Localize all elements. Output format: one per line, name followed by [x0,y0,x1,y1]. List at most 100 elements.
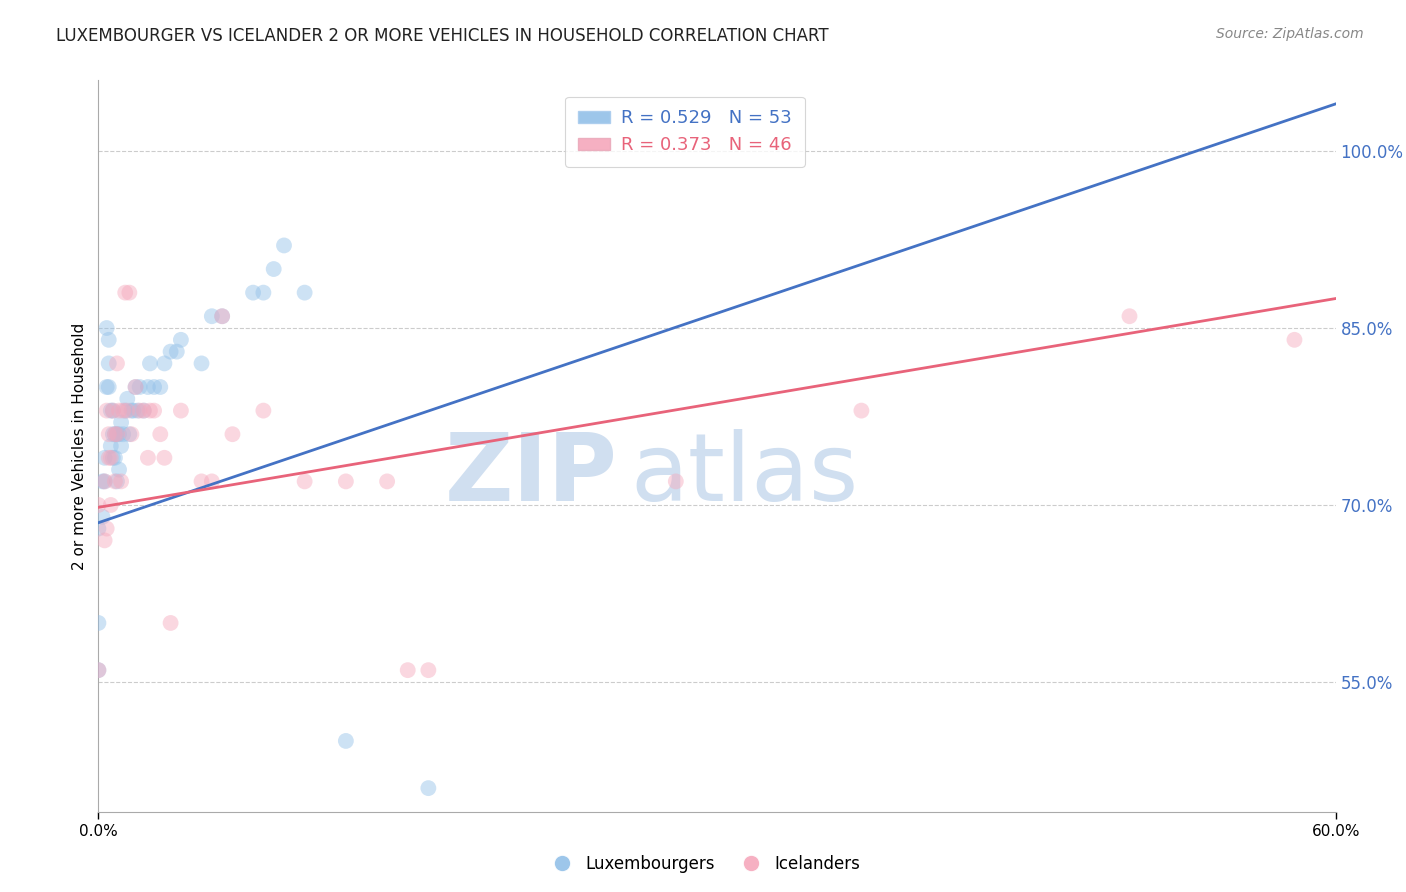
Point [104,475,127,489]
Point [139,403,162,417]
Point [101,403,124,417]
Point [170,403,193,417]
Point [221,427,243,442]
Point [101,403,124,417]
Point [143,403,166,417]
Point [252,403,274,417]
Point [159,615,181,630]
Point [190,356,212,370]
Point [136,380,159,394]
Point [294,475,316,489]
Point [97,427,120,442]
Point [87,663,110,677]
Point [112,403,135,417]
Point [124,380,146,394]
Point [851,403,873,417]
Point [104,427,127,442]
Point [211,310,233,324]
Point [101,427,124,442]
Point [93,450,115,465]
Point [1118,310,1140,324]
Point [100,450,122,465]
Point [104,427,127,442]
Point [418,781,440,796]
Point [143,380,166,394]
Point [139,356,162,370]
Text: Source: ZipAtlas.com: Source: ZipAtlas.com [1216,27,1364,41]
Point [335,475,357,489]
Point [1284,333,1306,347]
Point [335,734,357,748]
Point [149,427,172,442]
Point [190,475,212,489]
Point [110,475,132,489]
Point [93,533,115,548]
Point [96,321,118,335]
Point [120,403,142,417]
Point [117,403,139,417]
Point [242,285,264,300]
Text: ZIP: ZIP [446,429,619,521]
Point [294,285,316,300]
Point [87,498,110,512]
Legend: R = 0.529   N = 53, R = 0.373   N = 46: R = 0.529 N = 53, R = 0.373 N = 46 [565,96,804,167]
Point [263,262,285,277]
Point [418,663,440,677]
Point [105,427,128,442]
Point [166,344,188,359]
Point [96,522,118,536]
Text: LUXEMBOURGER VS ICELANDER 2 OR MORE VEHICLES IN HOUSEHOLD CORRELATION CHART: LUXEMBOURGER VS ICELANDER 2 OR MORE VEHI… [56,27,830,45]
Point [136,450,159,465]
Point [273,238,295,252]
Point [110,416,132,430]
Point [211,310,233,324]
Point [110,439,132,453]
Point [118,427,141,442]
Point [104,450,127,465]
Point [97,333,120,347]
Point [112,427,135,442]
Point [100,439,122,453]
Point [91,509,114,524]
Point [201,310,224,324]
Point [170,333,193,347]
Point [159,344,181,359]
Point [100,403,122,417]
Point [201,475,224,489]
Point [91,475,114,489]
Point [87,615,110,630]
Point [87,663,110,677]
Point [375,475,398,489]
Point [97,380,120,394]
Point [132,403,155,417]
Point [93,475,115,489]
Point [149,380,172,394]
Point [153,450,176,465]
Text: atlas: atlas [630,429,859,521]
Point [114,403,136,417]
Point [127,403,149,417]
Point [118,285,141,300]
Legend: Luxembourgers, Icelanders: Luxembourgers, Icelanders [538,848,868,880]
Point [93,475,115,489]
Point [124,380,146,394]
Point [96,380,118,394]
Point [108,403,131,417]
Point [100,498,122,512]
Y-axis label: 2 or more Vehicles in Household: 2 or more Vehicles in Household [72,322,87,570]
Point [122,403,145,417]
Point [101,450,124,465]
Point [153,356,176,370]
Point [105,427,128,442]
Point [108,427,131,442]
Point [128,403,150,417]
Point [396,663,419,677]
Point [97,356,120,370]
Point [252,285,274,300]
Point [97,450,120,465]
Point [114,285,136,300]
Point [665,475,688,489]
Point [108,462,131,476]
Point [117,392,139,406]
Point [120,427,142,442]
